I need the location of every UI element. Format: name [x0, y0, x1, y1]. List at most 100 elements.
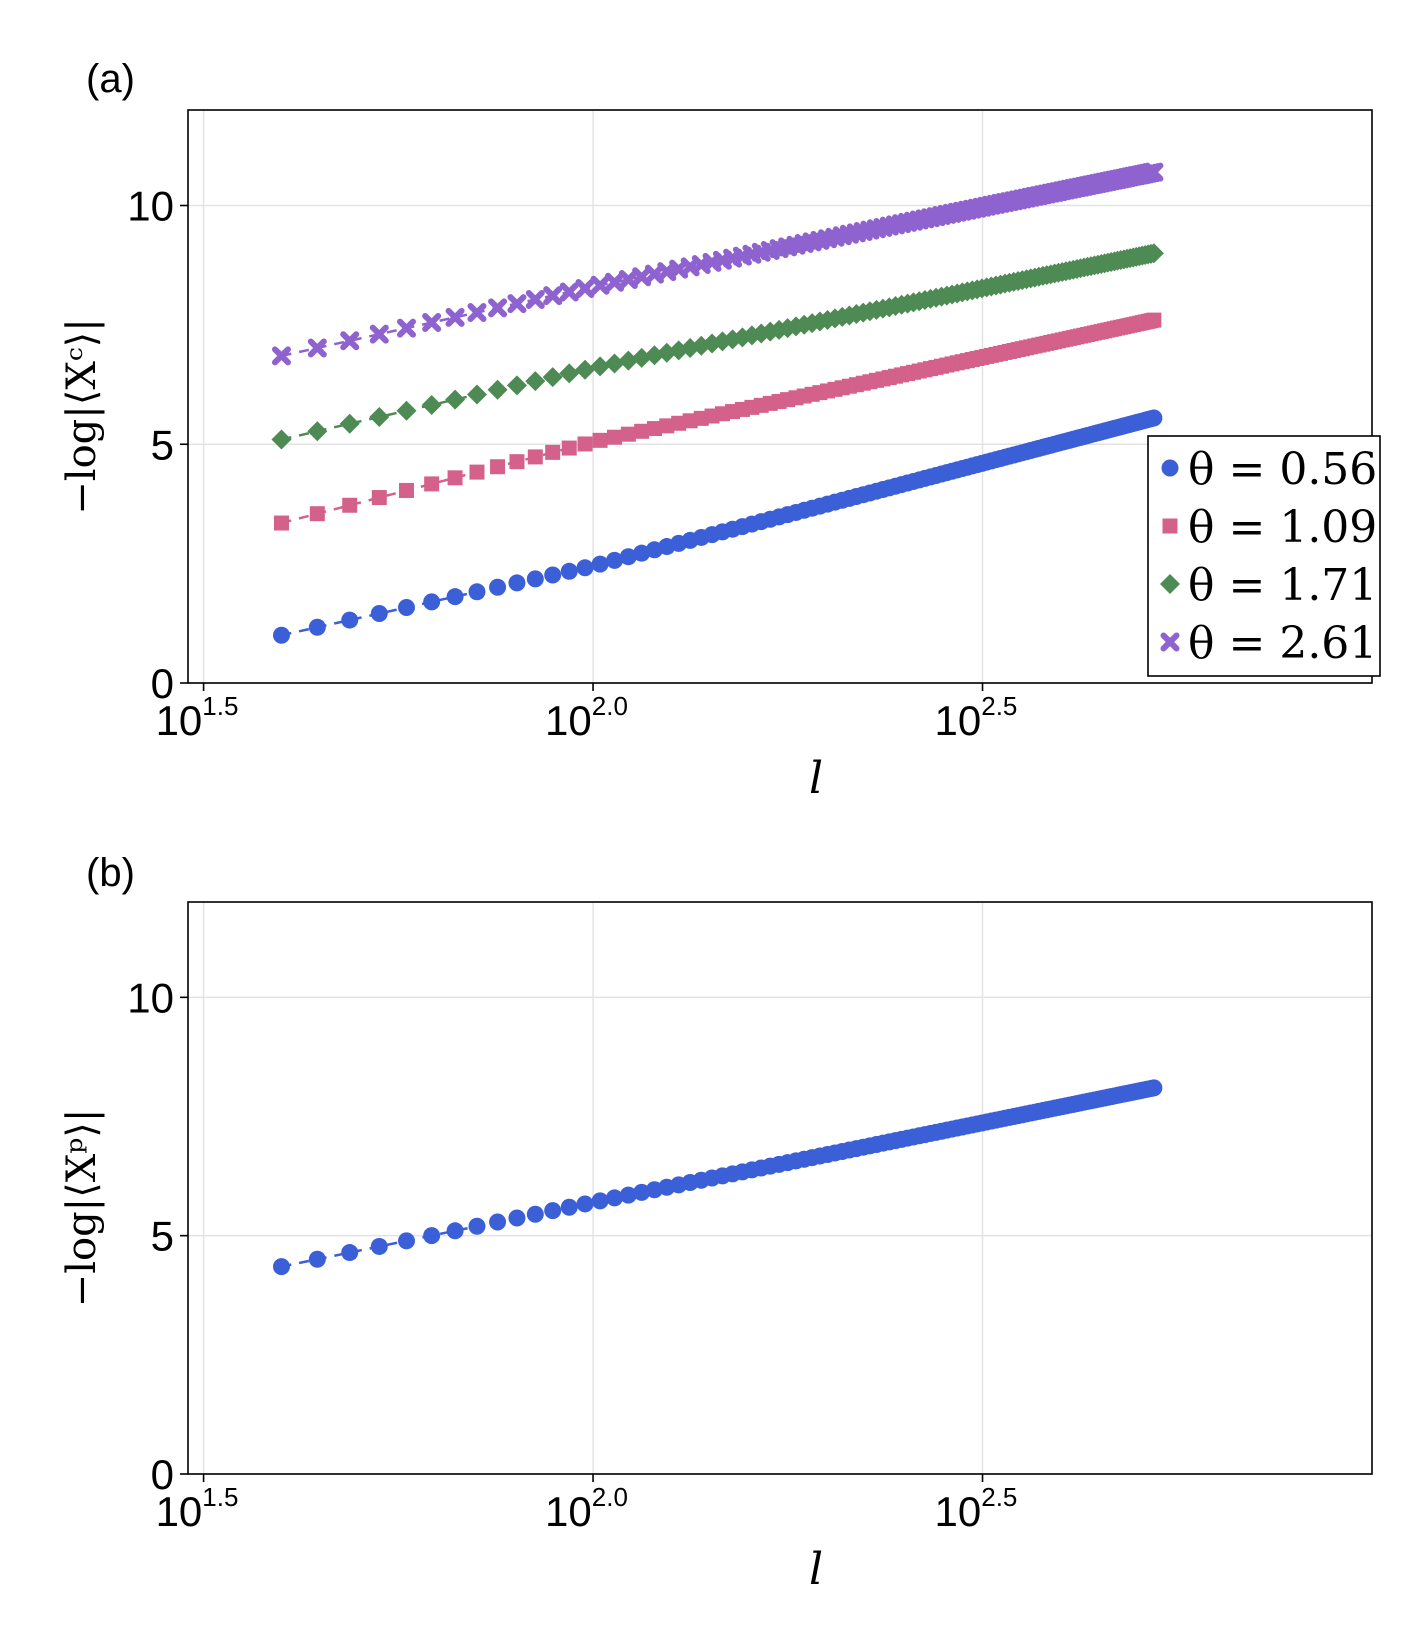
- data-point: [308, 1250, 326, 1268]
- data-point: [422, 313, 442, 333]
- data-point: [397, 1232, 415, 1250]
- legend-label: θ = 1.09: [1188, 502, 1377, 553]
- data-point: [575, 359, 596, 380]
- data-point: [1161, 459, 1179, 477]
- data-point: [466, 384, 487, 405]
- data-point: [545, 444, 561, 460]
- data-point: [559, 363, 580, 384]
- data-point: [341, 1244, 359, 1262]
- series-diamond: [271, 243, 1164, 450]
- y-axis-title: −log|⟨Xᶜ⟩|: [59, 318, 105, 514]
- x-axis-title: l: [809, 753, 823, 804]
- data-point: [560, 1198, 578, 1216]
- data-point: [506, 375, 527, 396]
- data-point: [396, 318, 416, 338]
- data-point: [606, 551, 624, 569]
- x-tick-label: 101.5: [156, 691, 239, 744]
- data-point: [525, 371, 546, 392]
- data-point: [605, 272, 625, 292]
- data-point: [592, 432, 608, 448]
- data-point: [340, 331, 360, 351]
- data-point: [1143, 243, 1164, 264]
- data-point: [488, 298, 508, 318]
- data-point: [508, 1209, 526, 1227]
- data-point: [307, 421, 328, 442]
- y-tick-label: 0: [151, 660, 174, 707]
- data-point: [620, 426, 636, 442]
- plot-frame: [187, 109, 1373, 684]
- data-point: [423, 1227, 441, 1245]
- data-point: [398, 482, 414, 498]
- data-point: [468, 1217, 486, 1235]
- data-point: [659, 418, 675, 434]
- plot-frame: [187, 901, 1373, 1475]
- data-point: [527, 449, 543, 465]
- data-point: [542, 367, 563, 388]
- data-point: [619, 1186, 637, 1204]
- data-point: [397, 598, 415, 616]
- data-point: [370, 605, 388, 623]
- legend-item: θ = 1.71: [1160, 560, 1377, 611]
- data-point: [1160, 632, 1180, 652]
- data-point: [467, 302, 487, 322]
- data-point: [544, 1202, 562, 1220]
- x-tick-label: 102.0: [545, 1482, 628, 1535]
- x-tick-label: 102.0: [545, 691, 628, 744]
- y-tick-label: 10: [127, 183, 174, 230]
- data-point: [525, 290, 545, 310]
- panel-label: (b): [86, 851, 135, 895]
- data-point: [526, 1205, 544, 1223]
- x-tick-label: 102.5: [935, 1482, 1018, 1535]
- data-point: [1145, 409, 1163, 427]
- data-point: [271, 346, 291, 366]
- data-point: [469, 464, 485, 480]
- legend-label: θ = 2.61: [1188, 618, 1377, 669]
- data-point: [607, 429, 623, 445]
- data-point: [634, 423, 650, 439]
- data-point: [369, 324, 389, 344]
- data-point: [1162, 518, 1178, 534]
- data-point: [468, 583, 486, 601]
- series-cross: [271, 162, 1164, 366]
- data-point: [308, 618, 326, 636]
- data-point: [544, 566, 562, 584]
- legend-item: θ = 1.09: [1162, 502, 1377, 553]
- data-point: [371, 490, 387, 506]
- data-point: [508, 574, 526, 592]
- data-point: [271, 429, 292, 450]
- chart-panel-b: (b) 101.5 102.0 102.5 0 5 10 l −log|⟨Xᵖ⟩|: [59, 851, 1373, 1595]
- data-point: [273, 515, 289, 531]
- data-point: [526, 570, 544, 588]
- data-point: [272, 1258, 290, 1276]
- data-point: [369, 406, 390, 427]
- data-point: [370, 1237, 388, 1255]
- data-point: [307, 338, 327, 358]
- data-point: [424, 476, 440, 492]
- legend-item: θ = 2.61: [1160, 618, 1377, 669]
- data-point: [591, 1192, 609, 1210]
- data-point: [309, 506, 325, 522]
- chart-panel-a: (a) 101.5 102.0 102.5 0 5 10 l −log|⟨Xᶜ⟩| θ = 0.5…: [59, 57, 1381, 804]
- data-point: [606, 1189, 624, 1207]
- data-point: [631, 347, 652, 368]
- data-point: [591, 555, 609, 573]
- data-point: [1145, 1079, 1163, 1097]
- data-point: [575, 278, 595, 298]
- data-point: [619, 548, 637, 566]
- data-point: [272, 626, 290, 644]
- legend: θ = 0.56 θ = 1.09 θ = 1.71 θ = 2.61: [1147, 435, 1381, 677]
- data-point: [559, 282, 579, 302]
- series-circle: [272, 409, 1163, 644]
- data-point: [576, 559, 594, 577]
- data-point: [633, 1183, 651, 1201]
- data-point: [646, 421, 662, 437]
- y-tick-label: 5: [151, 421, 174, 468]
- legend-label: θ = 0.56: [1188, 444, 1377, 495]
- series-square: [273, 312, 1162, 531]
- data-point: [341, 611, 359, 629]
- data-point: [576, 1195, 594, 1213]
- y-tick-label: 0: [151, 1451, 174, 1498]
- y-axis-title: −log|⟨Xᵖ⟩|: [59, 1109, 105, 1308]
- data-point: [507, 294, 527, 314]
